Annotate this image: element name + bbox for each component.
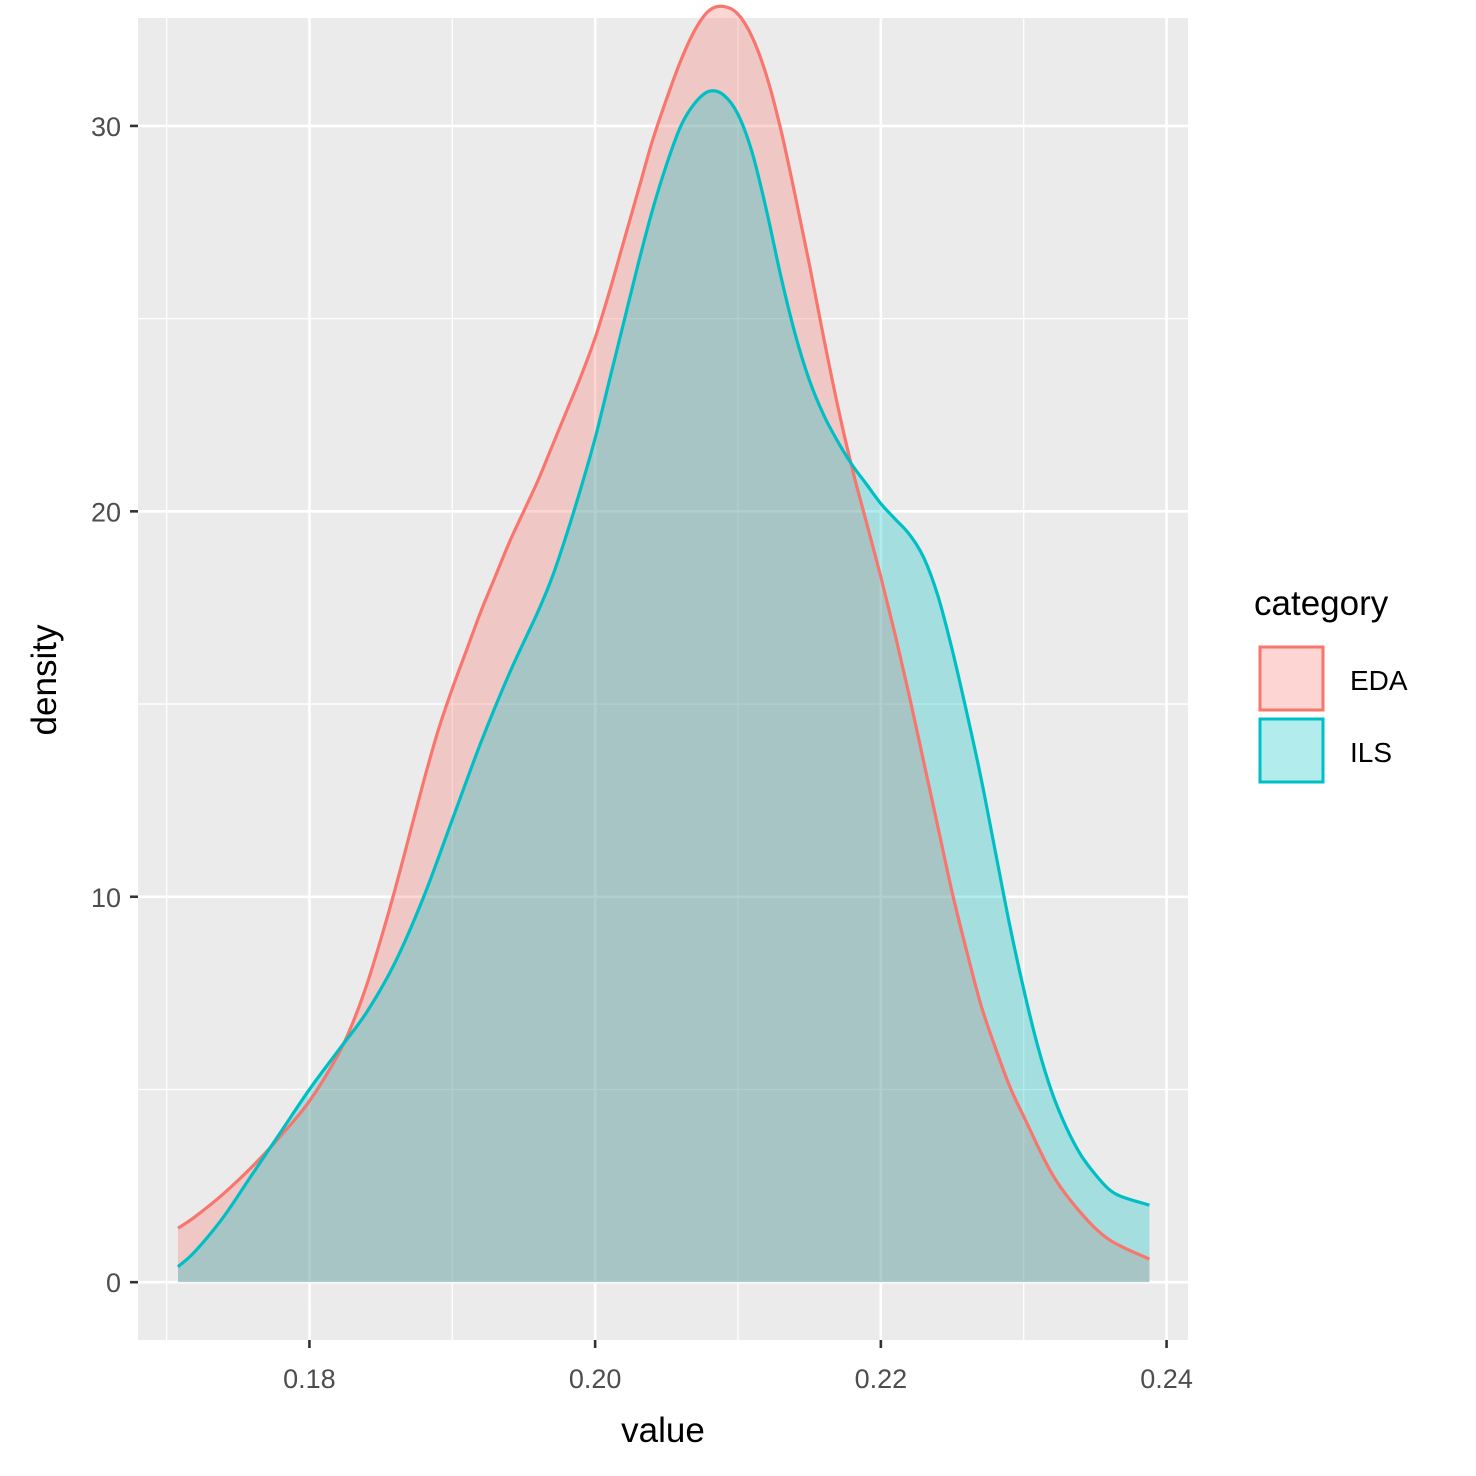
legend-item-ils: ILS <box>1258 717 1392 784</box>
density-area-ils <box>178 90 1150 1283</box>
legend-label: EDA <box>1350 665 1408 696</box>
legend-key-swatch <box>1258 645 1325 712</box>
x-tick-label: 0.20 <box>569 1364 622 1394</box>
density-line-eda <box>177 4 1151 1261</box>
plot-panel <box>138 18 1188 1340</box>
y-tick-label: 0 <box>106 1268 121 1298</box>
grid-minor <box>138 18 1188 1340</box>
grid-major <box>138 18 1188 1340</box>
x-tick-label: 0.24 <box>1140 1364 1193 1394</box>
density-line-ils <box>176 89 1150 1268</box>
legend-key-bg <box>1259 718 1324 784</box>
y-tick-label: 30 <box>91 112 121 142</box>
legend-key-bg <box>1259 646 1324 712</box>
y-axis-title: density <box>25 624 64 735</box>
legend-item-eda: EDA <box>1258 645 1408 712</box>
legend-key-swatch <box>1258 717 1325 784</box>
density-area-eda <box>178 6 1150 1283</box>
y-axis: 0 10 20 30 <box>91 112 138 1298</box>
x-tick-label: 0.22 <box>855 1364 908 1394</box>
legend: category EDA ILS <box>1254 584 1408 784</box>
legend-label: ILS <box>1350 737 1392 768</box>
series-fills <box>178 6 1150 1283</box>
x-tick-label: 0.18 <box>283 1364 336 1394</box>
x-axis: 0.18 0.20 0.22 0.24 <box>283 1340 1193 1394</box>
legend-title: category <box>1254 584 1389 623</box>
y-tick-label: 20 <box>91 497 121 527</box>
y-tick-label: 10 <box>91 883 121 913</box>
x-axis-title: value <box>621 1411 705 1450</box>
series-lines <box>176 4 1151 1268</box>
